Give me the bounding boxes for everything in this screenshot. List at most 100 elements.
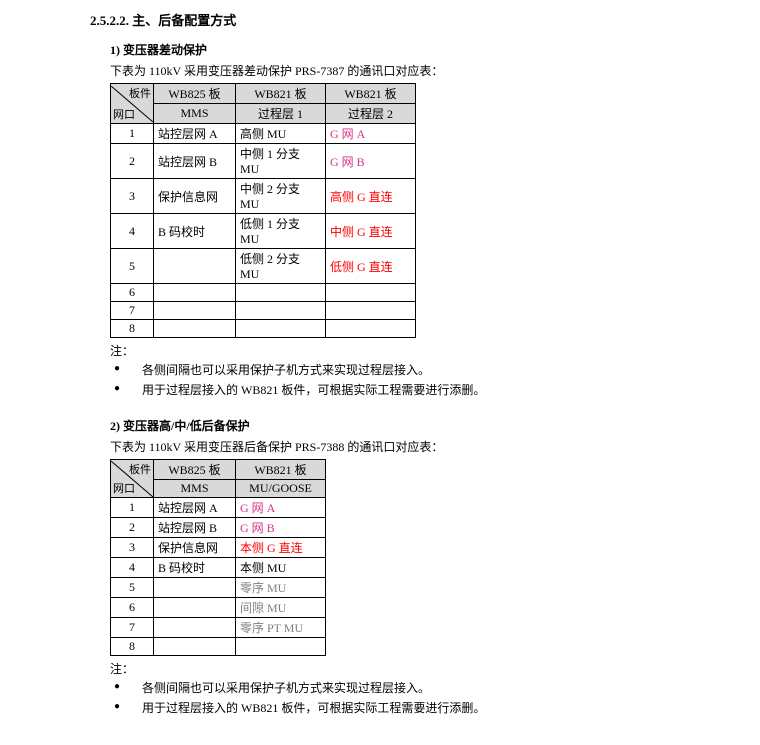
note-item: 各侧间隔也可以采用保护子机方式来实现过程层接入。	[110, 679, 760, 697]
table-row: 板件 网口 WB825 板 WB821 板 WB821 板	[111, 84, 416, 104]
row-index: 2	[111, 144, 154, 179]
table-1: 板件 网口 WB825 板 WB821 板 WB821 板 MMS 过程层 1 …	[110, 83, 416, 338]
cell: 低侧 2 分支 MU	[236, 249, 326, 284]
cell	[154, 638, 236, 656]
row-index: 5	[111, 578, 154, 598]
table-row: 7	[111, 302, 416, 320]
cell	[236, 302, 326, 320]
cell: G 网 B	[326, 144, 416, 179]
cell	[154, 598, 236, 618]
col-header: WB821 板	[236, 84, 326, 104]
col-subheader: MU/GOOSE	[236, 480, 326, 498]
cell: B 码校时	[154, 214, 236, 249]
diagonal-header: 板件 网口	[111, 84, 154, 124]
cell: 低侧 G 直连	[326, 249, 416, 284]
section-2-title: 2) 变压器高/中/低后备保护	[110, 417, 760, 434]
row-index: 4	[111, 214, 154, 249]
row-index: 6	[111, 598, 154, 618]
cell	[154, 249, 236, 284]
cell: 高侧 MU	[236, 124, 326, 144]
table-row: 8	[111, 320, 416, 338]
section-1: 1) 变压器差动保护 下表为 110kV 采用变压器差动保护 PRS-7387 …	[110, 41, 760, 399]
cell: 站控层网 B	[154, 144, 236, 179]
col-subheader: MMS	[154, 104, 236, 124]
cell: B 码校时	[154, 558, 236, 578]
row-index: 6	[111, 284, 154, 302]
notes-list-1: 各侧间隔也可以采用保护子机方式来实现过程层接入。用于过程层接入的 WB821 板…	[110, 361, 760, 399]
col-header: WB825 板	[154, 460, 236, 480]
cell: 零序 MU	[236, 578, 326, 598]
row-index: 8	[111, 320, 154, 338]
cell	[326, 302, 416, 320]
cell	[236, 638, 326, 656]
row-index: 3	[111, 538, 154, 558]
note-label: 注：	[110, 342, 760, 359]
row-index: 1	[111, 498, 154, 518]
diag-top-label: 板件	[129, 461, 151, 477]
table-row: 2站控层网 B中侧 1 分支 MUG 网 B	[111, 144, 416, 179]
cell	[154, 302, 236, 320]
cell: 低侧 1 分支 MU	[236, 214, 326, 249]
row-index: 1	[111, 124, 154, 144]
col-header: WB825 板	[154, 84, 236, 104]
col-subheader: 过程层 2	[326, 104, 416, 124]
table-row: 6 间隙 MU	[111, 598, 326, 618]
row-index: 7	[111, 618, 154, 638]
table-row: 1站控层网 AG 网 A	[111, 498, 326, 518]
row-index: 3	[111, 179, 154, 214]
cell	[154, 284, 236, 302]
cell	[154, 578, 236, 598]
col-header: WB821 板	[236, 460, 326, 480]
table-row: 6	[111, 284, 416, 302]
cell: G 网 A	[236, 498, 326, 518]
table-row: 板件 网口 WB825 板 WB821 板	[111, 460, 326, 480]
col-subheader: MMS	[154, 480, 236, 498]
table-row: 5 低侧 2 分支 MU低侧 G 直连	[111, 249, 416, 284]
cell: 高侧 G 直连	[326, 179, 416, 214]
cell: G 网 A	[326, 124, 416, 144]
cell: 本侧 G 直连	[236, 538, 326, 558]
diag-bot-label: 网口	[113, 106, 135, 122]
cell	[236, 284, 326, 302]
table-row: 5 零序 MU	[111, 578, 326, 598]
cell	[154, 320, 236, 338]
row-index: 5	[111, 249, 154, 284]
cell: 站控层网 B	[154, 518, 236, 538]
diag-bot-label: 网口	[113, 480, 135, 496]
table-row: 1站控层网 A高侧 MUG 网 A	[111, 124, 416, 144]
col-header: WB821 板	[326, 84, 416, 104]
cell: 中侧 G 直连	[326, 214, 416, 249]
table-row: 4B 码校时低侧 1 分支 MU中侧 G 直连	[111, 214, 416, 249]
note-item: 用于过程层接入的 WB821 板件，可根据实际工程需要进行添删。	[110, 699, 760, 717]
table-2: 板件 网口 WB825 板 WB821 板 MMS MU/GOOSE 1站控层网…	[110, 459, 326, 656]
table-row: 8	[111, 638, 326, 656]
note-item: 各侧间隔也可以采用保护子机方式来实现过程层接入。	[110, 361, 760, 379]
note-item: 用于过程层接入的 WB821 板件，可根据实际工程需要进行添删。	[110, 381, 760, 399]
cell: 保护信息网	[154, 179, 236, 214]
row-index: 2	[111, 518, 154, 538]
diagonal-header: 板件 网口	[111, 460, 154, 498]
table-row: MMS 过程层 1 过程层 2	[111, 104, 416, 124]
section-2: 2) 变压器高/中/低后备保护 下表为 110kV 采用变压器后备保护 PRS-…	[110, 417, 760, 717]
section-1-title: 1) 变压器差动保护	[110, 41, 760, 58]
table-row: 3保护信息网本侧 G 直连	[111, 538, 326, 558]
cell	[326, 320, 416, 338]
section-1-intro: 下表为 110kV 采用变压器差动保护 PRS-7387 的通讯口对应表：	[110, 62, 760, 79]
cell: 保护信息网	[154, 538, 236, 558]
cell: 零序 PT MU	[236, 618, 326, 638]
cell: G 网 B	[236, 518, 326, 538]
cell: 本侧 MU	[236, 558, 326, 578]
table-row: 7 零序 PT MU	[111, 618, 326, 638]
cell: 站控层网 A	[154, 498, 236, 518]
cell: 间隙 MU	[236, 598, 326, 618]
cell: 中侧 1 分支 MU	[236, 144, 326, 179]
section-2-intro: 下表为 110kV 采用变压器后备保护 PRS-7388 的通讯口对应表：	[110, 438, 760, 455]
cell	[236, 320, 326, 338]
table-row: 3保护信息网中侧 2 分支 MU高侧 G 直连	[111, 179, 416, 214]
diag-top-label: 板件	[129, 85, 151, 101]
cell	[326, 284, 416, 302]
table-row: 4B 码校时本侧 MU	[111, 558, 326, 578]
cell: 中侧 2 分支 MU	[236, 179, 326, 214]
row-index: 7	[111, 302, 154, 320]
cell	[154, 618, 236, 638]
